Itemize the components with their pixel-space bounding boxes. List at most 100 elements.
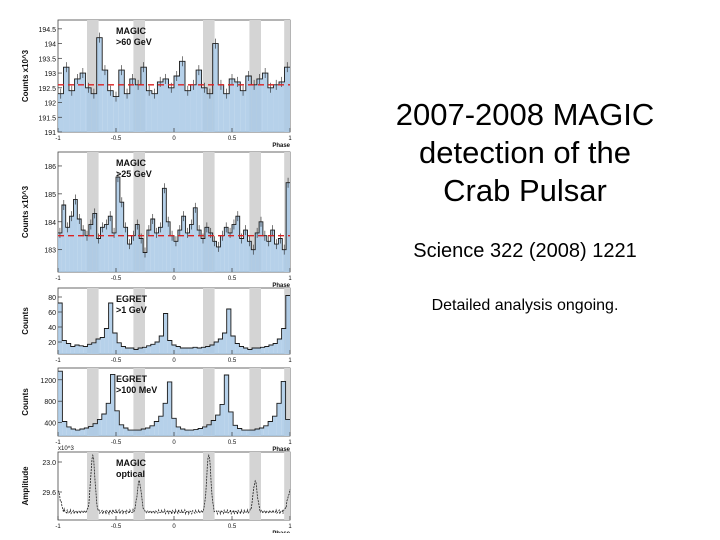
panel-title-line1: MAGIC bbox=[116, 458, 146, 468]
histogram-outline bbox=[58, 176, 290, 253]
histogram-bar bbox=[256, 348, 261, 354]
histogram-bar bbox=[83, 346, 88, 354]
histogram-bar bbox=[270, 230, 275, 272]
histogram-bar bbox=[274, 244, 279, 272]
histogram-bar bbox=[100, 337, 105, 354]
histogram-bar bbox=[146, 345, 151, 354]
y-tick-label: 183 bbox=[44, 248, 56, 255]
phase-band bbox=[249, 152, 261, 272]
panel-title-line2: >1 GeV bbox=[116, 305, 147, 315]
histogram-bar bbox=[154, 421, 159, 436]
histogram-bar bbox=[75, 430, 80, 436]
histogram-bar bbox=[201, 87, 208, 132]
histogram-bar bbox=[252, 348, 257, 354]
histogram-bar bbox=[185, 90, 191, 132]
histogram-bar bbox=[190, 84, 197, 132]
y-tick-label: 191.5 bbox=[38, 115, 56, 122]
histogram-bar bbox=[58, 232, 62, 272]
histogram-bar bbox=[158, 227, 163, 272]
histogram-bar bbox=[264, 346, 269, 354]
panel-title-line2: >25 GeV bbox=[116, 169, 152, 179]
histogram-bar bbox=[243, 230, 248, 272]
x-tick-label: -0.5 bbox=[111, 136, 122, 142]
histogram-bar bbox=[167, 381, 172, 436]
histogram-bar bbox=[96, 238, 101, 272]
y-scale-label: x10^3 bbox=[58, 446, 74, 452]
histogram-bar bbox=[234, 81, 241, 132]
y-axis-label: Counts x10^3 bbox=[21, 185, 30, 238]
optical-light-curve bbox=[57, 453, 291, 516]
histogram-bar bbox=[262, 73, 268, 132]
histogram-bar bbox=[281, 381, 286, 436]
histogram-bar bbox=[235, 216, 240, 272]
histogram-bar bbox=[113, 96, 119, 132]
panel-title-line1: EGRET bbox=[116, 374, 148, 384]
histogram-bar bbox=[273, 343, 278, 354]
histogram-bar bbox=[201, 347, 206, 354]
histogram-bar bbox=[192, 347, 198, 354]
histogram-bar bbox=[211, 420, 216, 436]
x-axis-label: Phase bbox=[272, 447, 290, 453]
histogram-bar bbox=[282, 249, 287, 272]
x-tick-label: 0 bbox=[172, 524, 176, 530]
y-tick-label: 800 bbox=[44, 399, 56, 406]
phase-band bbox=[133, 20, 145, 132]
histogram-bar bbox=[189, 430, 194, 436]
histogram-bar bbox=[132, 430, 137, 436]
phase-band bbox=[133, 452, 145, 520]
slide-title: 2007-2008 MAGIC detection of the Crab Pu… bbox=[370, 96, 680, 210]
histogram-bar bbox=[224, 227, 229, 272]
y-tick-label: 40 bbox=[48, 325, 56, 332]
y-tick-label: 194 bbox=[44, 42, 56, 49]
x-axis-label: Phase bbox=[272, 143, 290, 149]
histogram-bar bbox=[71, 429, 76, 436]
y-tick-label: 194.5 bbox=[38, 27, 56, 34]
histogram-bar bbox=[104, 224, 109, 272]
histogram-bar bbox=[254, 429, 260, 436]
histogram-bar bbox=[162, 188, 167, 272]
panel-title-line2: >60 GeV bbox=[116, 37, 152, 47]
histogram-bar bbox=[222, 333, 227, 354]
x-tick-label: -1 bbox=[55, 136, 61, 142]
x-tick-label: 1 bbox=[288, 440, 292, 446]
phase-band bbox=[249, 20, 261, 132]
histogram-bar bbox=[180, 429, 185, 436]
histogram-outline bbox=[58, 370, 290, 431]
histogram-bar bbox=[74, 345, 80, 354]
histogram-bar bbox=[92, 213, 97, 272]
histogram-bar bbox=[84, 427, 89, 436]
phase-band bbox=[203, 368, 215, 436]
histogram-bar bbox=[268, 345, 274, 354]
histogram-bar bbox=[241, 430, 247, 436]
histogram-bar bbox=[139, 238, 144, 272]
panel-title-line1: EGRET bbox=[116, 294, 148, 304]
analysis-note: Detailed analysis ongoing. bbox=[431, 297, 619, 314]
histogram-bar bbox=[62, 421, 67, 436]
histogram-bar bbox=[215, 415, 220, 436]
y-tick-label: 193.5 bbox=[38, 56, 56, 63]
x-tick-label: -0.5 bbox=[111, 276, 122, 282]
phase-band bbox=[87, 20, 99, 132]
histogram-bar bbox=[235, 343, 240, 354]
histogram-bar bbox=[263, 425, 269, 436]
histogram-bar bbox=[278, 238, 283, 272]
histogram-bar bbox=[155, 342, 160, 354]
x-tick-label: -1 bbox=[55, 440, 61, 446]
histogram-bar bbox=[243, 348, 248, 354]
y-tick-label: 1200 bbox=[40, 378, 56, 385]
y-tick-label: 186 bbox=[44, 164, 56, 171]
histogram-bar bbox=[218, 84, 224, 132]
phase-band bbox=[87, 368, 99, 436]
y-tick-label: 192.5 bbox=[38, 86, 56, 93]
histogram-bar bbox=[146, 90, 152, 132]
x-tick-label: 0 bbox=[172, 136, 176, 142]
histogram-bar bbox=[251, 84, 257, 132]
histogram-bar bbox=[247, 241, 252, 272]
histogram-bar bbox=[138, 348, 143, 354]
histogram-bar bbox=[125, 348, 130, 354]
x-tick-label: -1 bbox=[55, 358, 61, 364]
histogram-bar bbox=[240, 90, 246, 132]
y-tick-label: 29.6 bbox=[42, 490, 56, 497]
histogram-bar bbox=[63, 67, 70, 132]
histogram-bar bbox=[101, 414, 107, 436]
